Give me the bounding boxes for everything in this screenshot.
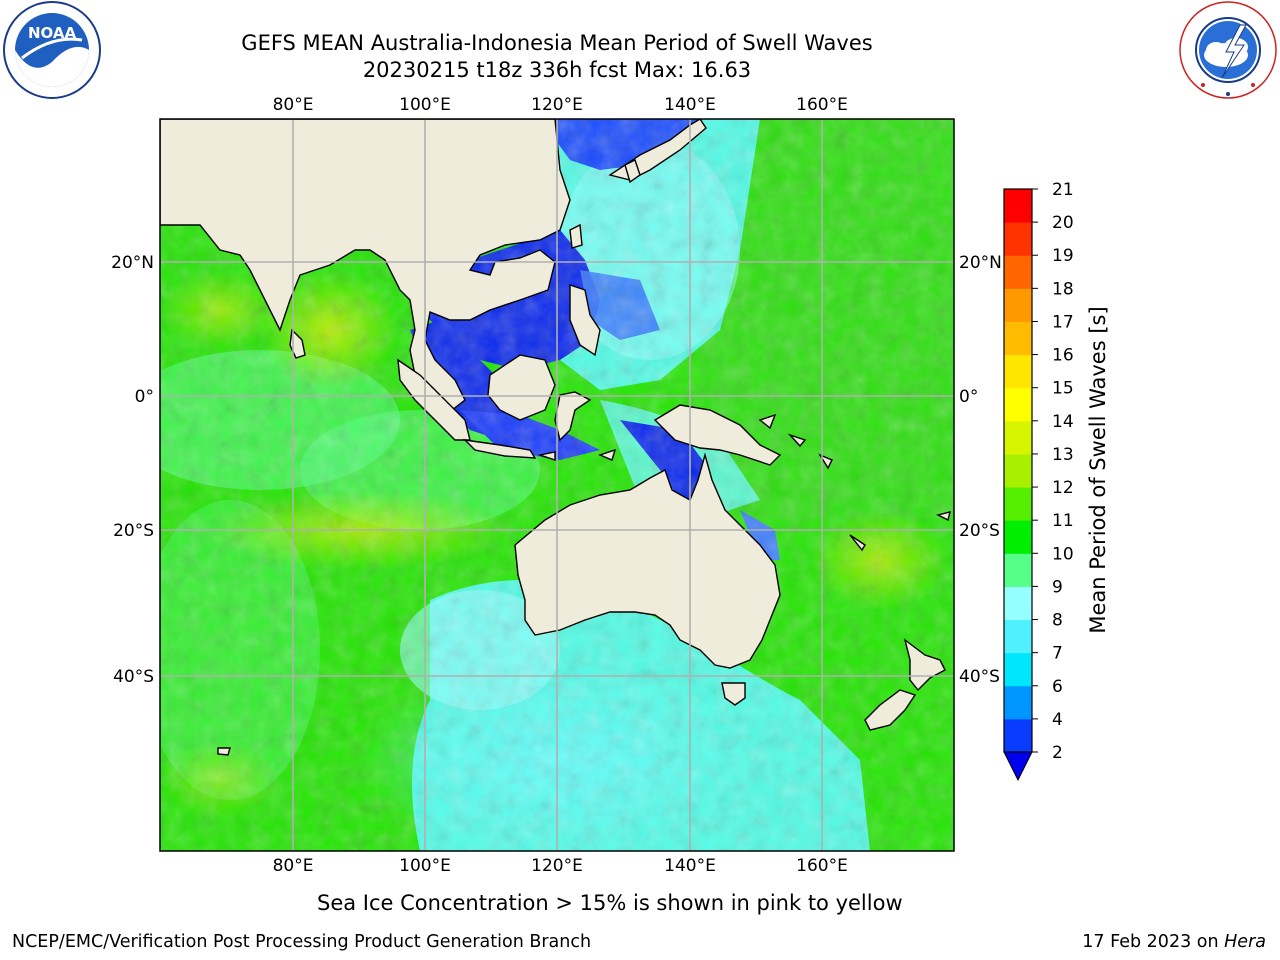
colorbar-segment xyxy=(1004,718,1032,753)
colorbar: 2 4 6 7 8 9 10 11 12 13 14 15 16 17 18 19 20 21 xyxy=(1003,180,1074,782)
lon-tick-bottom: 100°E xyxy=(399,856,451,876)
lon-ticks-top: 80°E 100°E 120°E 140°E 160°E xyxy=(273,95,848,115)
lon-tick-bottom: 140°E xyxy=(664,856,716,876)
colorbar-segment xyxy=(1004,288,1032,322)
colorbar-extend-arrow xyxy=(1003,751,1033,782)
colorbar-frame xyxy=(1003,188,1033,753)
colorbar-segment xyxy=(1004,619,1032,654)
land-masses xyxy=(160,119,951,756)
colorbar-segment xyxy=(1004,354,1032,389)
lon-tick-top: 140°E xyxy=(664,95,716,115)
colorbar-tick-label: 19 xyxy=(1052,246,1074,266)
colorbar-segment xyxy=(1004,586,1032,621)
graticule xyxy=(160,119,954,851)
colorbar-tick-label: 8 xyxy=(1052,611,1063,631)
lon-tick-bottom: 120°E xyxy=(531,856,583,876)
colorbar-tick-label: 15 xyxy=(1052,379,1074,399)
lat-tick-right: 20°N xyxy=(959,253,1002,273)
lat-ticks-right: 20°N 0° 20°S 40°S xyxy=(959,253,1002,687)
colorbar-segment xyxy=(1004,520,1032,554)
colorbar-segment xyxy=(1004,255,1032,289)
colorbar-segment xyxy=(1004,553,1032,587)
colorbar-segment xyxy=(1004,453,1032,488)
lat-tick-left: 20°N xyxy=(111,253,154,273)
map-frame xyxy=(159,118,955,852)
colorbar-tick-label: 17 xyxy=(1052,312,1074,332)
colorbar-tick-label: 9 xyxy=(1052,577,1063,597)
nws-logo-icon xyxy=(1179,1,1277,99)
footer-credit: NCEP/EMC/Verification Post Processing Pr… xyxy=(12,932,592,952)
colorbar-tick-label: 20 xyxy=(1052,213,1074,233)
colorbar-segment xyxy=(1004,685,1032,720)
colorbar-tick-label: 16 xyxy=(1052,346,1074,366)
footer-date: 17 Feb 2023 on Hera xyxy=(1082,932,1266,952)
colorbar-segment xyxy=(1004,321,1032,356)
colorbar-label: Mean Period of Swell Waves [s] xyxy=(1086,306,1110,633)
colorbar-tick-label: 6 xyxy=(1052,677,1063,697)
colorbar-tick-label: 11 xyxy=(1052,511,1074,531)
colorbar-segment xyxy=(1004,222,1032,256)
lon-ticks-bottom: 80°E 100°E 120°E 140°E 160°E xyxy=(273,856,848,876)
colorbar-tick-label: 14 xyxy=(1052,412,1074,432)
colorbar-tick-label: 18 xyxy=(1052,279,1074,299)
sea-ice-caption: Sea Ice Concentration > 15% is shown in … xyxy=(317,891,903,915)
colorbar-tick-label: 10 xyxy=(1052,544,1074,564)
lon-tick-top: 80°E xyxy=(273,95,314,115)
colorbar-tick-label: 2 xyxy=(1052,743,1063,763)
lat-tick-left: 20°S xyxy=(113,521,154,541)
lat-tick-left: 40°S xyxy=(113,667,154,687)
colorbar-tick-label: 21 xyxy=(1052,180,1074,200)
map-plot-area xyxy=(160,119,954,851)
lon-tick-top: 120°E xyxy=(531,95,583,115)
lon-tick-top: 160°E xyxy=(796,95,848,115)
svg-text:NOAA: NOAA xyxy=(28,24,77,42)
lat-tick-right: 40°S xyxy=(959,667,1000,687)
map-subtitle: 20230215 t18z 336h fcst Max: 16.63 xyxy=(362,58,752,82)
map-title: GEFS MEAN Australia-Indonesia Mean Perio… xyxy=(241,31,873,55)
colorbar-tick-label: 13 xyxy=(1052,445,1074,465)
colorbar-segment xyxy=(1004,189,1032,223)
colorbar-segment xyxy=(1004,420,1032,455)
footer-date-text: 17 Feb 2023 on xyxy=(1082,932,1225,952)
colorbar-segment xyxy=(1004,487,1032,521)
footer-machine: Hera xyxy=(1224,932,1266,952)
colorbar-tick-label: 7 xyxy=(1052,644,1063,664)
lat-tick-right: 0° xyxy=(959,387,978,407)
colorbar-tick-label: 12 xyxy=(1052,478,1074,498)
lon-tick-top: 100°E xyxy=(399,95,451,115)
noaa-logo-icon: NOAA xyxy=(3,1,101,99)
lon-tick-bottom: 80°E xyxy=(273,856,314,876)
lat-ticks-left: 20°N 0° 20°S 40°S xyxy=(111,253,154,687)
lon-tick-bottom: 160°E xyxy=(796,856,848,876)
lat-tick-right: 20°S xyxy=(959,521,1000,541)
colorbar-tick-label: 4 xyxy=(1052,710,1063,730)
colorbar-segment xyxy=(1004,387,1032,422)
colorbar-segment xyxy=(1004,652,1032,687)
lat-tick-left: 0° xyxy=(135,387,154,407)
